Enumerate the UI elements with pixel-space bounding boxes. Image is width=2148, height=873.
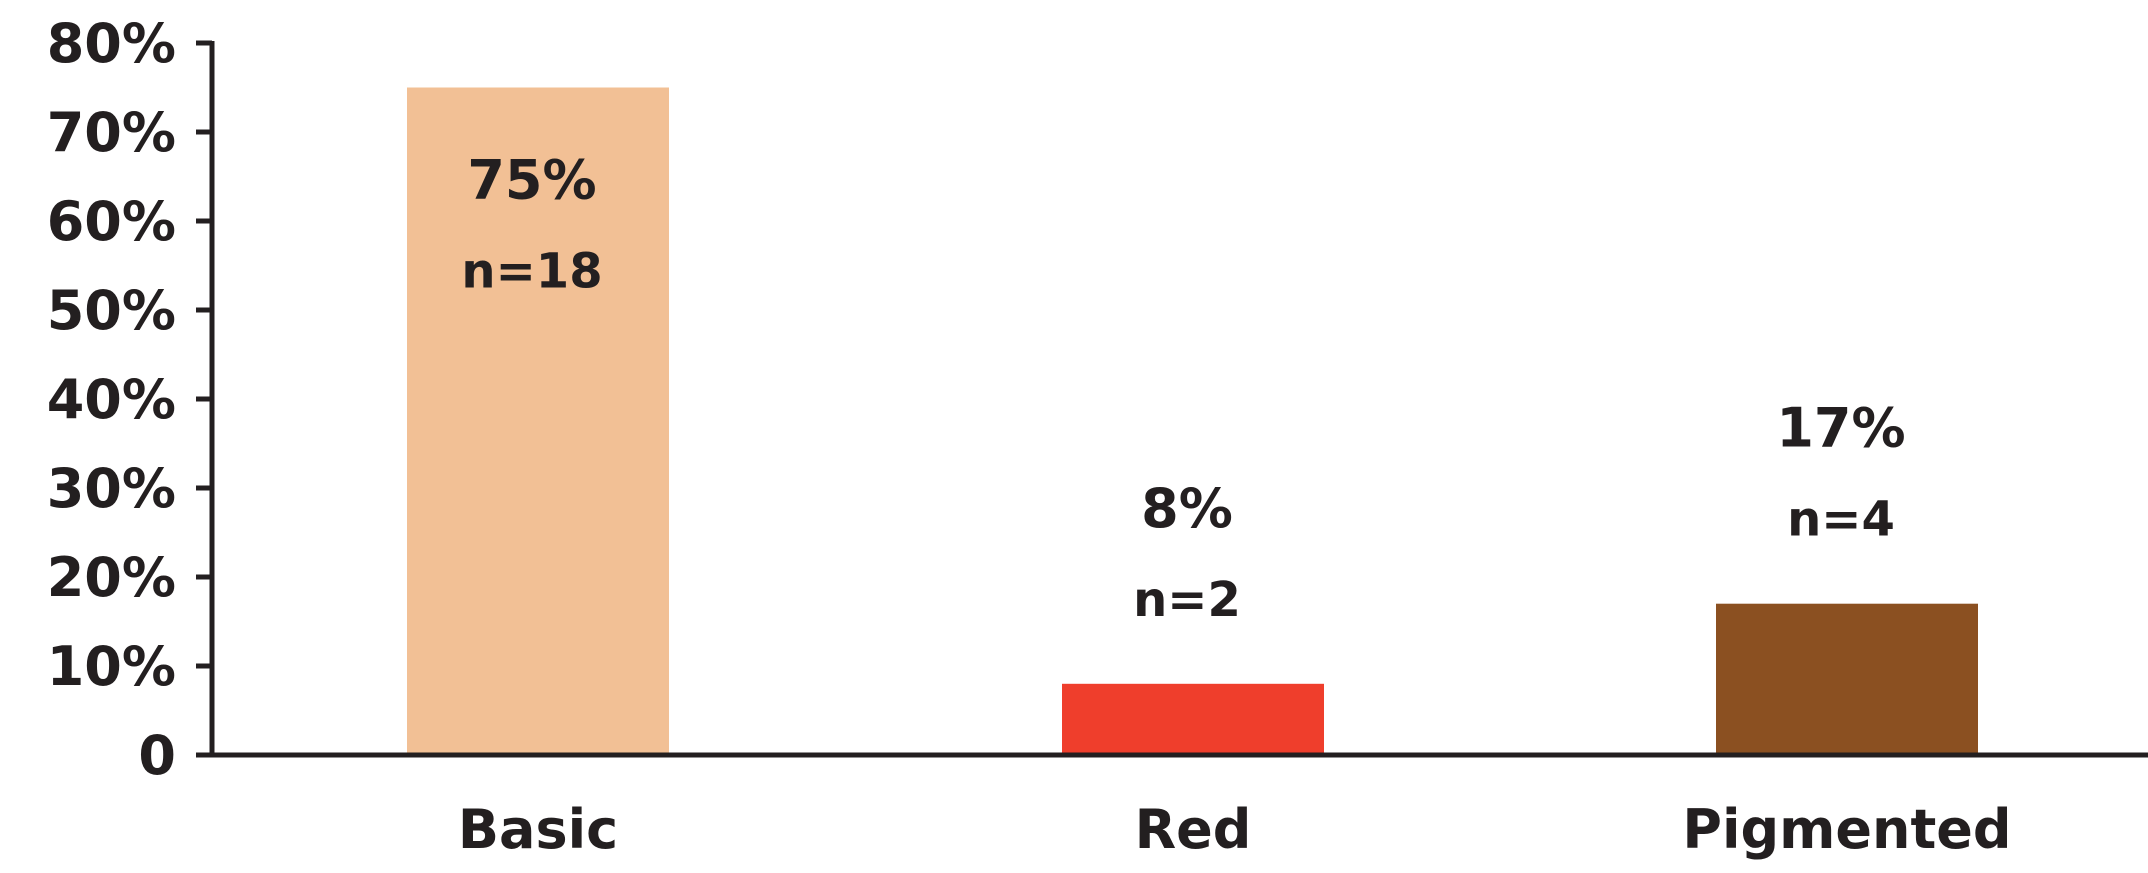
y-tick-label: 60% (47, 190, 176, 253)
bar-value-label: 17% (1776, 397, 1905, 460)
y-tick-label: 40% (47, 368, 176, 431)
x-category-label: Basic (458, 798, 618, 861)
y-tick-label: 0 (138, 724, 176, 787)
bar-count-label: n=18 (461, 244, 602, 300)
bar-pigmented (1716, 603, 1978, 755)
bar-value-label: 75% (467, 149, 596, 212)
x-category-label: Red (1135, 798, 1252, 861)
bar-count-label: n=2 (1133, 572, 1241, 628)
y-tick-label: 80% (47, 12, 176, 75)
bar-count-label: n=4 (1787, 492, 1895, 548)
bar-value-label: 8% (1141, 477, 1233, 540)
bar-red (1062, 683, 1324, 755)
y-axis-ticks: 0 10% 20% 30% 40% 50% 60% 70% 80% (47, 12, 212, 787)
y-tick-label: 10% (47, 635, 176, 698)
bar-basic (407, 87, 669, 755)
y-tick-label: 50% (47, 279, 176, 342)
x-axis-categories: Basic Red Pigmented (458, 798, 2012, 861)
y-tick-label: 20% (47, 546, 176, 609)
x-category-label: Pigmented (1682, 798, 2011, 861)
bar-labels: 75% n=18 8% n=2 17% n=4 (461, 149, 1905, 628)
bars (407, 87, 1978, 755)
y-tick-label: 70% (47, 101, 176, 164)
y-tick-label: 30% (47, 457, 176, 520)
